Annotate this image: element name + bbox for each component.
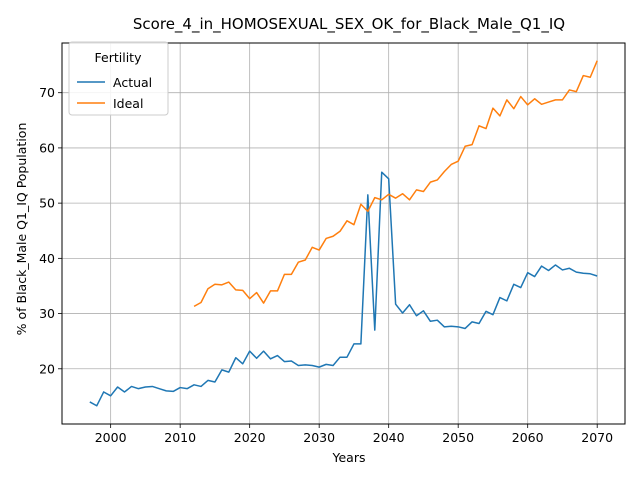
plot-lines <box>89 60 598 407</box>
plot-area-frame <box>61 42 626 425</box>
series-line-ideal <box>193 60 598 308</box>
x-tick-label: 2020 <box>234 430 266 445</box>
y-tick-label: 20 <box>39 361 55 376</box>
y-axis-title: % of Black_Male Q1_IQ Population <box>14 123 29 336</box>
y-tick-label: 40 <box>39 251 55 266</box>
y-tick-label: 60 <box>39 140 55 155</box>
x-tick-label: 2060 <box>512 430 544 445</box>
y-tick-label: 30 <box>39 306 55 321</box>
x-axis-title: Years <box>332 450 366 465</box>
legend: Fertility Actual Ideal <box>68 41 169 116</box>
x-tick-label: 2050 <box>442 430 474 445</box>
legend-label-actual: Actual <box>113 75 152 90</box>
series-line-actual <box>89 171 598 407</box>
y-tick-label: 50 <box>39 196 55 211</box>
grid-lines <box>62 43 625 424</box>
y-axis: 20 30 40 50 60 70 <box>39 85 62 376</box>
legend-label-ideal: Ideal <box>113 96 143 111</box>
x-tick-label: 2040 <box>373 430 405 445</box>
x-tick-label: 2000 <box>95 430 127 445</box>
y-tick-label: 70 <box>39 85 55 100</box>
x-tick-label: 2010 <box>164 430 196 445</box>
x-axis: 2000 2010 2020 2030 2040 2050 2060 2070 <box>95 424 613 445</box>
x-tick-label: 2030 <box>303 430 335 445</box>
chart-title: Score_4_in_HOMOSEXUAL_SEX_OK_for_Black_M… <box>133 15 565 34</box>
legend-box <box>68 41 169 116</box>
legend-title: Fertility <box>95 50 143 65</box>
x-tick-label: 2070 <box>581 430 613 445</box>
